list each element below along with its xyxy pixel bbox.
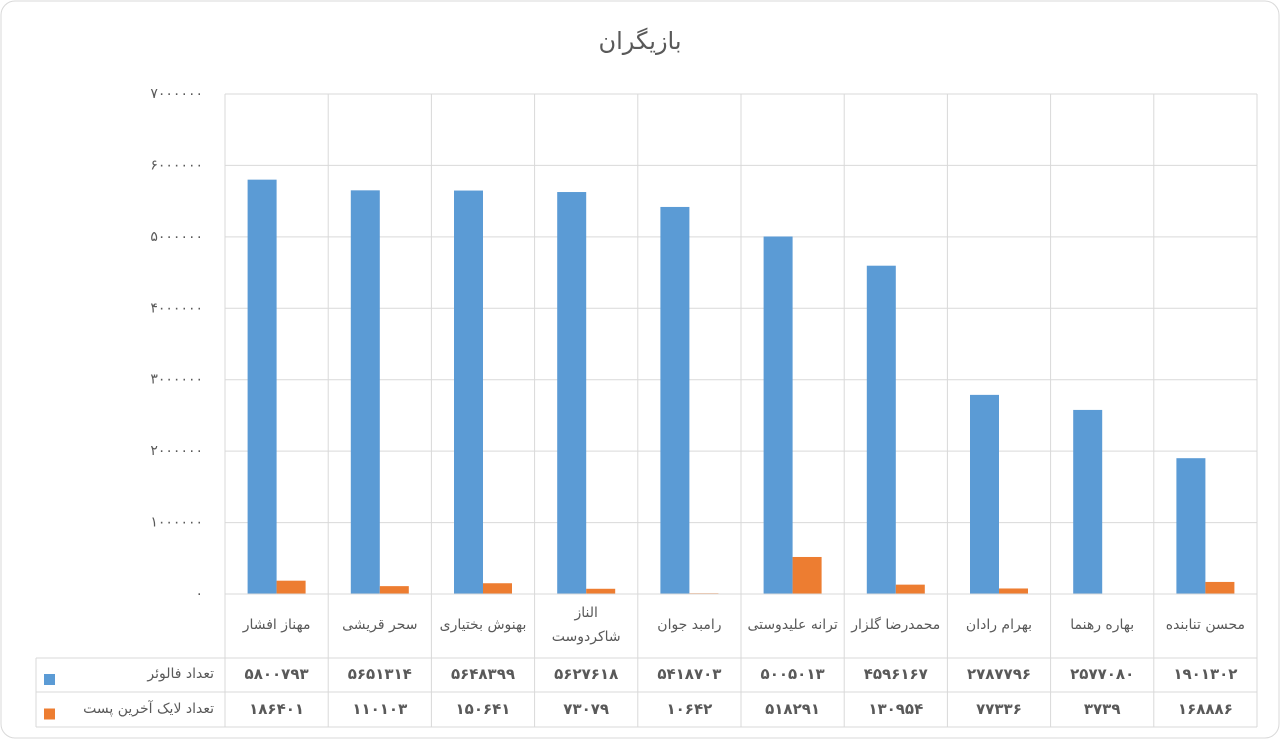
data-table-value: ۵۰۰۵۰۱۳ bbox=[760, 665, 825, 684]
bar bbox=[483, 583, 512, 594]
bar bbox=[970, 394, 999, 594]
category-label: مهناز افشار bbox=[242, 617, 311, 634]
bar bbox=[763, 236, 793, 594]
bar bbox=[247, 179, 277, 594]
category-label: ترانه علیدوستی bbox=[747, 617, 838, 634]
bar bbox=[895, 584, 925, 594]
bar bbox=[1176, 458, 1206, 594]
legend-swatch bbox=[44, 708, 55, 720]
category-label: بهرام رادان bbox=[965, 617, 1033, 634]
bar bbox=[1073, 409, 1103, 594]
bar bbox=[350, 190, 380, 594]
y-tick-label: ۲۰۰۰۰۰۰ bbox=[150, 443, 203, 459]
category-label: بهاره رهنما bbox=[1070, 617, 1135, 634]
data-table-value: ۵۱۸۲۹۱ bbox=[765, 699, 821, 718]
category-label: سحر قریشی bbox=[342, 617, 418, 634]
chart-title: بازیگران bbox=[598, 27, 681, 55]
data-table-value: ۷۳۰۷۹ bbox=[563, 699, 610, 718]
y-tick-label: ۶۰۰۰۰۰۰ bbox=[150, 157, 203, 173]
data-table-value: ۵۸۰۰۷۹۳ bbox=[244, 665, 309, 684]
legend-label: تعداد لایک آخرین پست bbox=[83, 700, 214, 717]
category-label: بهنوش بختیاری bbox=[439, 617, 527, 634]
data-table-value: ۱۰۶۴۲ bbox=[666, 699, 713, 718]
data-table-value: ۱۵۰۶۴۱ bbox=[455, 699, 511, 718]
data-table-value: ۱۳۰۹۵۴ bbox=[868, 699, 924, 718]
bar bbox=[557, 192, 587, 594]
data-table-value: ۳۷۳۹ bbox=[1083, 699, 1121, 718]
y-tick-label: ۳۰۰۰۰۰۰ bbox=[150, 372, 203, 388]
bar bbox=[999, 588, 1028, 594]
data-table-value: ۵۶۴۸۳۹۹ bbox=[450, 665, 516, 684]
category-label: رامبد جوان bbox=[657, 617, 722, 634]
data-table-value: ۱۶۸۸۸۶ bbox=[1177, 699, 1233, 718]
bar bbox=[586, 588, 616, 594]
legend-swatch bbox=[44, 674, 55, 685]
y-tick-label: ۰ bbox=[195, 586, 203, 602]
category-label: الناز شاکردوست bbox=[551, 605, 621, 645]
data-table-value: ۱۹۰۱۳۰۲ bbox=[1173, 665, 1238, 684]
data-table-value: ۱۱۰۱۰۳ bbox=[352, 699, 408, 718]
data-table-value: ۴۵۹۶۱۶۷ bbox=[863, 665, 928, 684]
bar bbox=[1205, 581, 1235, 594]
category-label: محمدرضا گلزار bbox=[851, 617, 941, 634]
category-label: محسن تنابنده bbox=[1165, 617, 1246, 634]
y-tick-label: ۱۰۰۰۰۰۰ bbox=[150, 515, 203, 531]
bar bbox=[866, 265, 896, 594]
bar bbox=[276, 580, 306, 594]
y-tick-label: ۷۰۰۰۰۰۰ bbox=[150, 86, 203, 102]
y-tick-label: ۵۰۰۰۰۰۰ bbox=[150, 229, 203, 245]
data-table-value: ۷۷۳۳۶ bbox=[976, 699, 1022, 718]
legend-label: تعداد فالوئر bbox=[147, 666, 214, 683]
bar bbox=[792, 556, 822, 594]
bar bbox=[379, 586, 409, 594]
bar bbox=[660, 206, 690, 595]
data-table-value: ۵۶۵۱۳۱۴ bbox=[347, 665, 412, 684]
data-table-value: ۱۸۶۴۰۱ bbox=[249, 699, 305, 718]
bar bbox=[454, 190, 483, 595]
y-tick-label: ۴۰۰۰۰۰۰ bbox=[150, 300, 203, 316]
data-table-value: ۵۶۲۷۶۱۸ bbox=[554, 665, 619, 684]
data-table-value: ۲۷۸۷۷۹۶ bbox=[966, 665, 1032, 684]
data-table-value: ۵۴۱۸۷۰۳ bbox=[657, 665, 722, 684]
data-table-value: ۲۵۷۷۰۸۰ bbox=[1070, 665, 1135, 684]
